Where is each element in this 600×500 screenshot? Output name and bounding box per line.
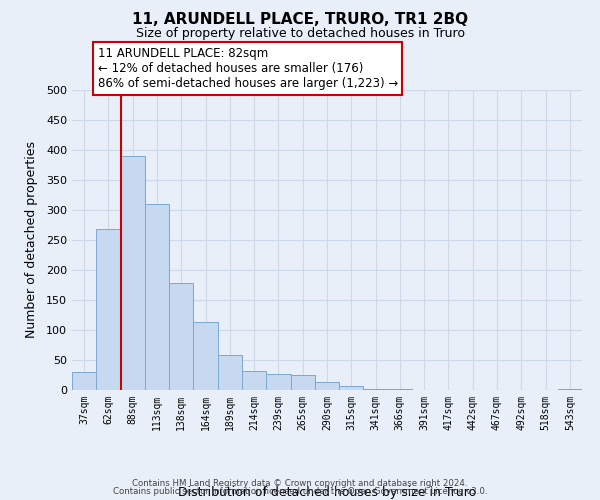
Bar — [339, 386, 364, 390]
Text: Contains HM Land Registry data © Crown copyright and database right 2024.: Contains HM Land Registry data © Crown c… — [132, 478, 468, 488]
Y-axis label: Number of detached properties: Number of detached properties — [25, 142, 38, 338]
Bar — [315, 382, 339, 390]
Bar — [169, 283, 193, 390]
Bar — [145, 204, 169, 390]
Bar — [242, 371, 266, 390]
Text: 11, ARUNDELL PLACE, TRURO, TR1 2BQ: 11, ARUNDELL PLACE, TRURO, TR1 2BQ — [132, 12, 468, 28]
Bar — [266, 374, 290, 390]
Bar — [193, 322, 218, 390]
Bar — [72, 372, 96, 390]
Bar — [218, 354, 242, 390]
X-axis label: Distribution of detached houses by size in Truro: Distribution of detached houses by size … — [178, 486, 476, 498]
Text: Size of property relative to detached houses in Truro: Size of property relative to detached ho… — [136, 28, 464, 40]
Bar — [96, 229, 121, 390]
Bar — [121, 156, 145, 390]
Text: 11 ARUNDELL PLACE: 82sqm
← 12% of detached houses are smaller (176)
86% of semi-: 11 ARUNDELL PLACE: 82sqm ← 12% of detach… — [97, 47, 398, 90]
Bar — [290, 375, 315, 390]
Text: Contains public sector information licensed under the Open Government Licence v3: Contains public sector information licen… — [113, 487, 487, 496]
